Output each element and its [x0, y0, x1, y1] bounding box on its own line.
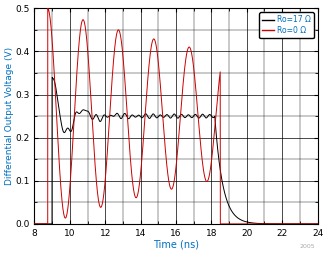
Legend: Ro=17 Ω, Ro=0 Ω: Ro=17 Ω, Ro=0 Ω [259, 12, 314, 38]
X-axis label: Time (ns): Time (ns) [153, 239, 199, 249]
Text: 2005: 2005 [299, 244, 315, 249]
Y-axis label: Differential Output Voltage (V): Differential Output Voltage (V) [5, 47, 14, 185]
